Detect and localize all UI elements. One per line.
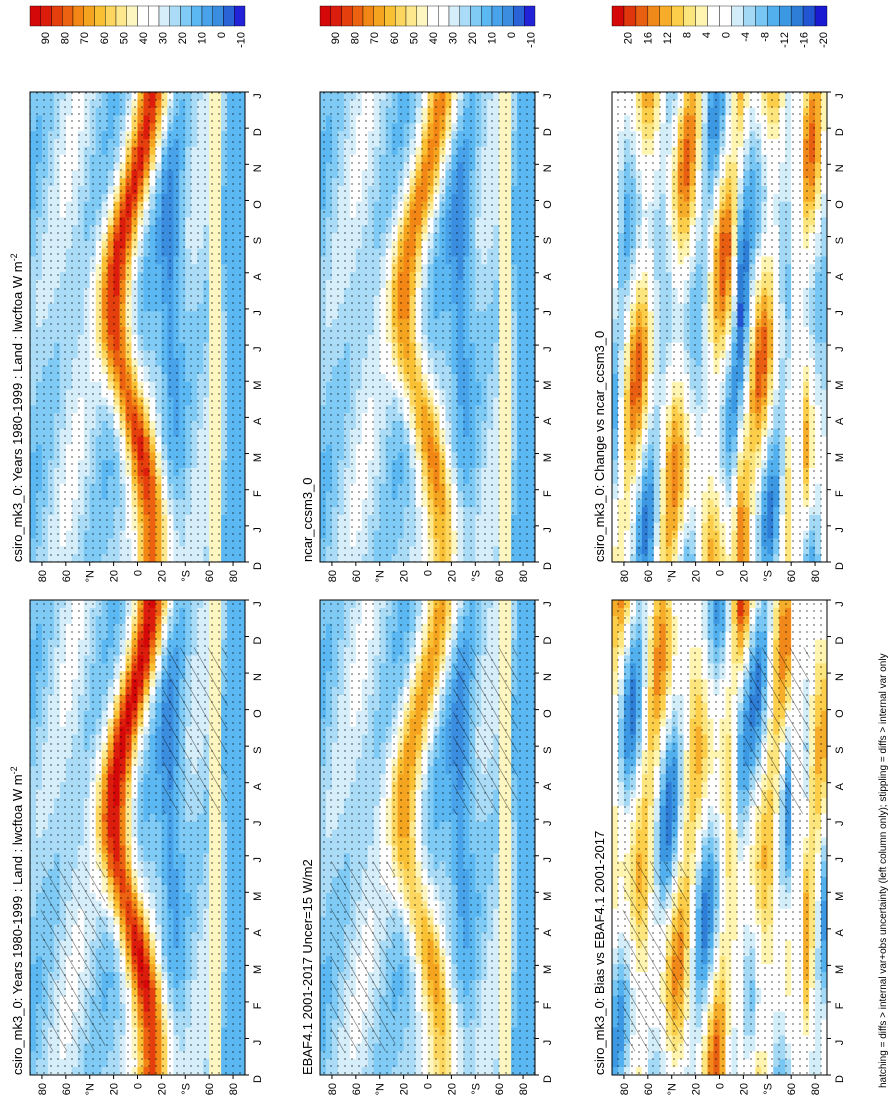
lat-tick-label: °N: [85, 570, 97, 582]
month-tick-label: F: [252, 490, 264, 497]
lat-tick-label: 20: [109, 1083, 121, 1095]
month-tick-label: J: [252, 1040, 264, 1046]
stippling-overlay: [30, 92, 245, 562]
lat-tick-label: °N: [85, 1083, 97, 1095]
lat-tick-label: °S: [180, 1083, 192, 1095]
month-tick-label: F: [252, 1002, 264, 1009]
lat-tick-label: 20: [156, 570, 168, 582]
panel-title: csiro_mk3_0: Years 1980-1999 : Land : lw…: [9, 253, 25, 562]
heatmap-panel-1: 80 60 °N 20 0 20 °S 60 80 D J F M A M J J A S O N D Jcsiro_mk3…: [9, 91, 264, 582]
month-tick-label: O: [252, 200, 264, 209]
lat-tick-label: 80: [37, 570, 49, 582]
month-tick-label: M: [252, 381, 264, 390]
month-tick-label: A: [252, 929, 264, 937]
month-tick-label: D: [252, 1075, 264, 1083]
lat-tick-label: 0: [133, 1083, 145, 1089]
month-tick-label: N: [252, 673, 264, 681]
month-tick-label: M: [252, 453, 264, 462]
hatching-overlay: [163, 647, 228, 814]
month-tick-label: J: [252, 93, 264, 99]
lat-tick-label: °S: [180, 570, 192, 582]
lat-tick-label: 60: [61, 1083, 73, 1095]
month-tick-label: A: [252, 272, 264, 280]
month-tick-label: S: [252, 237, 264, 244]
month-tick-label: M: [252, 965, 264, 974]
month-tick-label: N: [252, 164, 264, 172]
lat-tick-label: 60: [61, 570, 73, 582]
month-tick-label: A: [252, 782, 264, 790]
lat-tick-label: 20: [109, 570, 121, 582]
month-tick-label: D: [252, 562, 264, 570]
month-tick-label: O: [252, 709, 264, 718]
hatching-overlay: [40, 861, 106, 1052]
month-tick-label: J: [252, 346, 264, 352]
month-tick-label: J: [252, 601, 264, 607]
lat-tick-label: 60: [204, 1083, 216, 1095]
month-tick-label: J: [252, 857, 264, 863]
month-tick-label: J: [252, 310, 264, 316]
lat-tick-label: 80: [228, 570, 240, 582]
lat-tick-label: 20: [156, 1083, 168, 1095]
panel-title-superscript: -2: [9, 253, 19, 261]
heatmap-panel-3: 80 60 °N 20 0 20 °S 60 80DJFMAMJJASONDJncar_ccsm…: [300, 91, 554, 582]
lat-tick-label: 80: [228, 1083, 240, 1095]
month-tick-label: S: [252, 746, 264, 753]
month-tick-label: M: [252, 892, 264, 901]
lat-tick-label: 60: [204, 570, 216, 582]
panel-title-superscript: -2: [9, 766, 19, 774]
month-tick-label: J: [252, 820, 264, 826]
lat-tick-label: 0: [133, 570, 145, 576]
month-tick-label: J: [252, 527, 264, 533]
month-tick-label: D: [252, 128, 264, 136]
month-tick-label: D: [252, 637, 264, 645]
heatmap-panel-0: 80 60 °N 20 0 20 °S 60 80 D J F M A M J J A S O N D Jcsiro_mk3…: [9, 599, 264, 1095]
month-tick-label: A: [252, 417, 264, 425]
panel-title: csiro_mk3_0: Years 1980-1999 : Land : lw…: [9, 766, 25, 1075]
lat-tick-label: 80: [37, 1083, 49, 1095]
